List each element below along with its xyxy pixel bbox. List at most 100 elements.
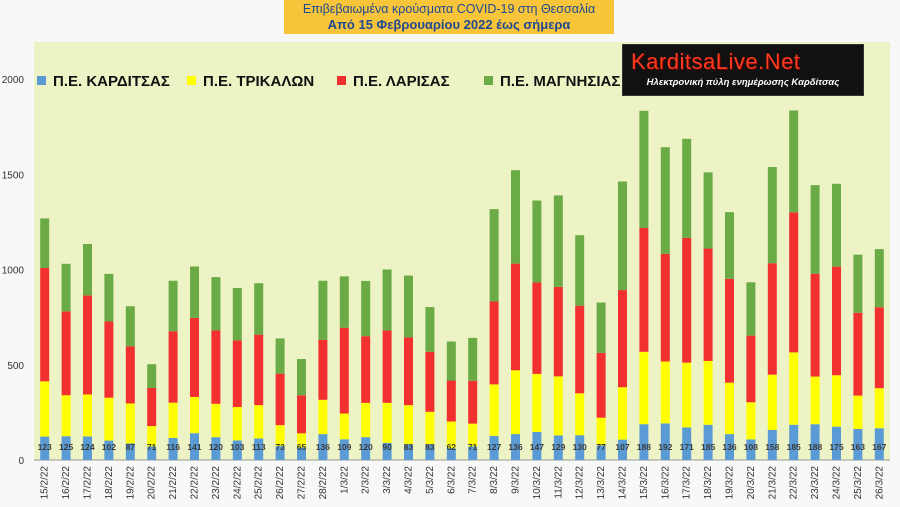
bar-segment-karditsa [832,426,841,460]
data-label: 175 [829,442,843,452]
data-label: 185 [787,442,801,452]
bar-segment-karditsa [532,431,542,460]
bar-segment-larisa [168,331,178,403]
bar-segment-karditsa [853,428,863,460]
legend-label-larisa: Π.Ε. ΛΑΡΙΣΑΣ [353,73,450,90]
bar-segment-magnisia [83,243,92,296]
bar-segment-karditsa [254,438,264,460]
bar-segment-magnisia [553,195,563,287]
data-label: 62 [447,442,457,452]
bar-segment-larisa [382,330,392,403]
bar-segment-magnisia [874,249,884,308]
bar-segment-magnisia [468,337,478,381]
legend-swatch-larisa [337,76,346,85]
bar-segment-trikala [211,403,221,438]
bar-segment-karditsa [767,429,777,460]
bar-segment-karditsa [297,447,306,460]
logo-sub-text: Ηλεκτρονική πύλη ενημέρωσης Καρδίτσας [646,77,840,88]
bar-segment-larisa [190,317,199,397]
bar-segment-karditsa [125,443,135,460]
x-tick-label: 1/3/22 [339,466,350,494]
bar-segment-magnisia [40,218,50,268]
bar-segment-larisa [511,263,520,371]
x-tick-label: 6/3/22 [446,466,457,494]
bar-segment-magnisia [125,306,135,347]
bar-segment-larisa [682,237,692,363]
bar-segment-karditsa [232,440,242,460]
bar-segment-magnisia [297,359,306,396]
bar-segment-trikala [682,362,692,428]
bar-segment-larisa [211,330,221,404]
x-tick-label: 24/2/22 [232,466,243,500]
bar-segment-larisa [789,212,799,353]
bar-segment-larisa [446,380,456,422]
x-tick-label: 26/3/22 [874,466,885,500]
bar-segment-magnisia [382,269,392,331]
bar-segment-trikala [404,405,413,445]
legend-swatch-magnisia [484,76,493,85]
bar-segment-larisa [147,387,157,427]
bar-segment-magnisia [275,338,285,374]
x-tick-label: 17/2/22 [83,466,94,500]
data-label: 103 [230,442,244,452]
legend-swatch-karditsa [37,76,46,85]
data-label: 141 [187,442,201,452]
bar-segment-larisa [575,305,585,394]
bar-segment-trikala [532,373,542,432]
data-label: 163 [851,442,865,452]
data-label: 109 [337,442,351,452]
bar-segment-magnisia [254,283,264,335]
bar-segment-magnisia [489,209,499,302]
data-label: 130 [573,442,587,452]
bar-segment-karditsa [446,448,456,460]
bar-segment-karditsa [703,424,713,460]
bar-segment-larisa [767,263,777,375]
bar-segment-larisa [404,337,413,406]
bar-segment-magnisia [147,364,157,388]
bar-segment-trikala [40,381,50,437]
bar-segment-larisa [725,278,734,383]
bar-segment-trikala [618,387,627,440]
bar-segment-karditsa [511,434,520,460]
data-label: 129 [551,442,565,452]
bar-segment-trikala [339,413,349,440]
bar-segment-magnisia [104,273,114,322]
bar-segment-trikala [382,402,392,443]
bar-segment-trikala [147,426,157,447]
bar-segment-trikala [190,396,199,434]
bar-segment-larisa [104,321,114,398]
data-label: 107 [615,442,629,452]
chart-title: Επιβεβαιωμένα κρούσματα COVID-19 στη Θεσ… [284,0,614,34]
bar-segment-magnisia [446,341,456,381]
y-tick-label: 1000 [2,266,25,277]
bar-segment-trikala [874,388,884,429]
bar-segment-larisa [425,351,435,412]
bar-segment-trikala [596,417,606,446]
data-label: 73 [275,442,285,452]
data-label: 192 [658,442,672,452]
data-label: 123 [38,442,52,452]
x-tick-label: 19/2/22 [125,466,136,500]
bar-segment-karditsa [874,428,884,460]
bar-segment-magnisia [853,254,863,313]
bar-segment-karditsa [168,437,178,460]
bar-segment-trikala [104,397,114,441]
data-label: 147 [530,442,544,452]
y-tick-label: 500 [7,361,24,372]
data-label: 65 [297,442,307,452]
data-label: 171 [680,442,694,452]
bar-segment-trikala [767,374,777,430]
data-label: 167 [872,442,886,452]
karditsalive-logo: KarditsaLive.Net Ηλεκτρονική πύλη ενημέρ… [622,44,864,96]
bar-segment-larisa [275,373,285,426]
y-tick-label: 1500 [2,170,25,181]
logo-main-text: KarditsaLive.Net [631,49,801,74]
data-label: 125 [59,442,73,452]
data-label: 102 [102,442,116,452]
bar-segment-magnisia [232,287,242,341]
y-tick-label: 0 [18,456,24,467]
bar-segment-trikala [446,421,456,449]
bar-segment-magnisia [703,172,713,249]
bar-segment-larisa [553,286,563,377]
